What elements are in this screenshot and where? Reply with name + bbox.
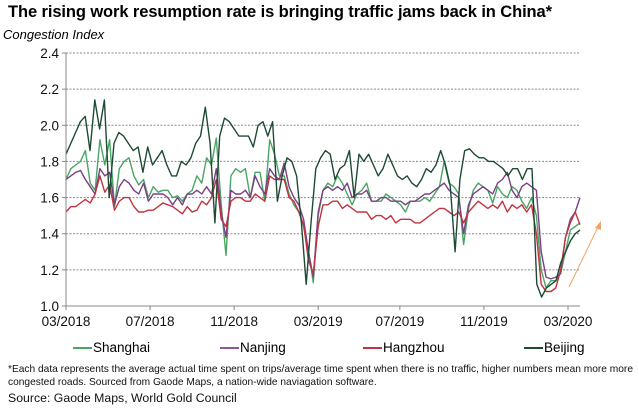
- legend-item-shanghai: Shanghai: [73, 340, 150, 355]
- gridlines: [66, 52, 580, 271]
- y-tick-label: 1.2: [40, 263, 59, 278]
- series-line-beijing: [65, 99, 581, 298]
- footnote: *Each data represents the average actual…: [8, 364, 633, 388]
- x-tick-label: 03/2019: [294, 314, 343, 329]
- series-lines: [65, 99, 581, 298]
- y-tick-label: 1.0: [40, 299, 59, 314]
- legend-label: Nanjing: [240, 340, 286, 355]
- chart-title: The rising work resumption rate is bring…: [8, 3, 552, 21]
- x-tick-label: 11/2019: [460, 314, 508, 329]
- source-note: Source: Gaode Maps, World Gold Council: [8, 391, 237, 405]
- y-axis-ticks: 1.0 1.2 1.4 1.6 1.8 2.0 2.2 2.4: [40, 46, 66, 314]
- legend-swatch: [363, 346, 382, 349]
- x-tick-label: 03/2020: [544, 314, 593, 329]
- legend-item-beijing: Beijing: [524, 340, 585, 355]
- legend-item-nanjing: Nanjing: [220, 340, 286, 355]
- legend-item-hangzhou: Hangzhou: [363, 340, 445, 355]
- series-line-hangzhou: [65, 175, 581, 293]
- legend-swatch: [220, 346, 239, 349]
- legend-swatch: [524, 346, 543, 349]
- trend-arrow-icon: [568, 221, 601, 288]
- legend-label: Hangzhou: [383, 340, 445, 355]
- series-line-nanjing: [65, 162, 581, 280]
- legend-label: Shanghai: [93, 340, 151, 355]
- y-tick-label: 1.4: [40, 227, 59, 242]
- x-axis-ticks: 03/2018 07/2018 11/2018 03/2019 07/2019 11/20…: [42, 306, 593, 329]
- y-tick-label: 2.0: [40, 118, 59, 133]
- legend: Shanghai Nanjing Hangzhou Beijing: [0, 340, 639, 360]
- x-tick-label: 07/2019: [375, 314, 424, 329]
- arrow-head: [595, 221, 601, 230]
- chart-canvas: 1.0 1.2 1.4 1.6 1.8 2.0 2.2 2.4 03/2018 07/2018 1…: [40, 46, 601, 329]
- x-tick-label: 03/2018: [42, 314, 91, 329]
- legend-label: Beijing: [544, 340, 585, 355]
- y-tick-label: 2.2: [40, 82, 59, 97]
- series-line-shanghai: [65, 137, 581, 289]
- y-tick-label: 2.4: [40, 46, 59, 61]
- x-tick-label: 11/2018: [210, 314, 258, 329]
- y-tick-label: 1.6: [40, 191, 59, 206]
- arrow-shaft: [568, 226, 599, 288]
- legend-swatch: [73, 346, 92, 349]
- y-axis-label: Congestion Index: [3, 27, 105, 42]
- y-tick-label: 1.8: [40, 154, 59, 169]
- x-tick-label: 07/2018: [126, 314, 175, 329]
